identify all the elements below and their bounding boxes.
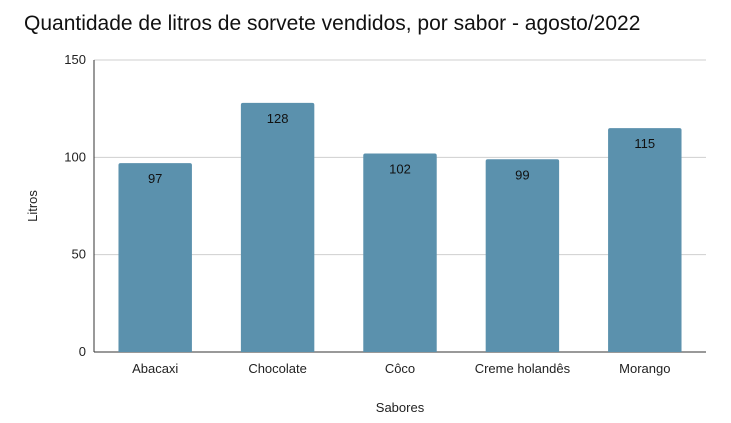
y-tick-label: 150	[64, 52, 86, 67]
y-tick-label: 100	[64, 149, 86, 164]
x-tick-label: Creme holandês	[475, 361, 571, 376]
data-label: 115	[634, 136, 655, 151]
bar	[485, 159, 560, 352]
y-tick-label: 50	[72, 247, 86, 262]
x-tick-label: Morango	[619, 361, 670, 376]
y-axis-title: Litros	[25, 190, 40, 222]
bar	[240, 102, 315, 353]
x-tick-label: Côco	[385, 361, 415, 376]
bar	[363, 153, 437, 352]
chart-title: Quantidade de litros de sorvete vendidos…	[24, 12, 641, 35]
data-label: 128	[267, 111, 289, 126]
x-tick-label: Abacaxi	[132, 361, 178, 376]
x-tick-label: Chocolate	[248, 361, 307, 376]
bar	[118, 163, 192, 352]
data-label: 97	[148, 171, 162, 186]
y-tick-label: 0	[79, 344, 86, 359]
data-label: 99	[515, 167, 529, 182]
bar	[608, 128, 682, 352]
data-label: 102	[389, 161, 411, 176]
x-axis-title: Sabores	[376, 400, 425, 415]
